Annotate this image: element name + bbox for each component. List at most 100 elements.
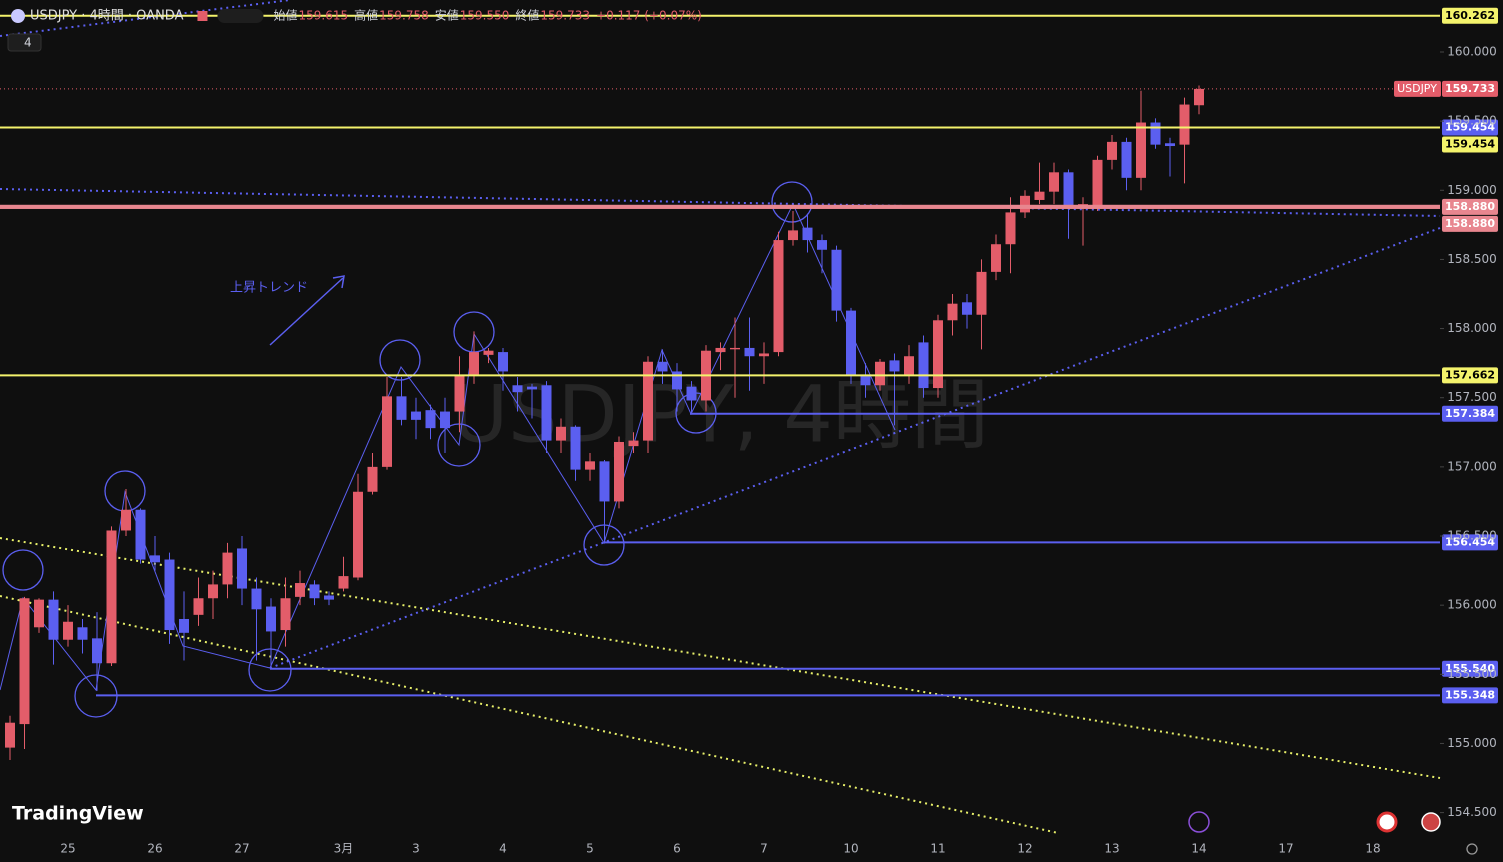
candle-body [570, 426, 581, 470]
candle-body [63, 621, 73, 640]
candle-body [121, 509, 131, 531]
candle-body [222, 552, 233, 585]
event-icon[interactable] [1376, 811, 1398, 833]
y-tick-label: 154.500 [1447, 805, 1497, 819]
candle-body [77, 627, 88, 640]
candle-body [440, 411, 450, 429]
candle-body [92, 638, 102, 664]
ohlc-label: 安値 [435, 8, 459, 23]
x-axis-strip [0, 835, 1503, 862]
candle-body [744, 347, 755, 357]
candle-body [324, 595, 334, 600]
candle-body [585, 461, 595, 470]
trend-lines [0, 0, 1441, 834]
pivot-circle [771, 181, 813, 223]
level-label-box [1442, 660, 1498, 677]
pivot-circle [248, 648, 292, 692]
level-label: 159.454 [1445, 138, 1495, 151]
candle-body [237, 548, 247, 589]
level-label: 157.384 [1445, 407, 1495, 420]
candle-body [179, 618, 189, 633]
candle-body [425, 410, 436, 429]
level-label-box [1442, 534, 1498, 551]
ohlc-label: 高値 [354, 8, 378, 23]
x-tick-label: 14 [1191, 842, 1206, 856]
level-label-box [1442, 405, 1498, 422]
candle-body [266, 606, 276, 632]
candle-body [1179, 104, 1190, 145]
level-label-box [1442, 119, 1498, 136]
candle-body [164, 559, 175, 631]
level-label-box [1442, 7, 1498, 24]
header: 4 USDJPY · 4時間 · OANDA 始値 159.615 高値 159.758… [7, 8, 702, 52]
candle-body [208, 584, 218, 599]
x-tick-label: 17 [1278, 842, 1293, 856]
candle-body [527, 386, 537, 390]
candle-body [889, 360, 900, 372]
y-tick-label: 159.500 [1447, 114, 1497, 128]
candle-body [918, 342, 929, 389]
candle-body [628, 440, 639, 447]
x-tick-label: 6 [673, 842, 681, 856]
candle-body [483, 350, 494, 355]
ohlc-label: 始値 [273, 8, 297, 23]
candle-body [338, 576, 349, 589]
candle-body [614, 441, 624, 502]
trend-line [269, 227, 1441, 669]
level-label: 159.454 [1445, 121, 1495, 134]
ohlc-label: 終値 [515, 8, 539, 23]
candle-body [860, 375, 871, 386]
candle-body [831, 249, 842, 311]
levels: USDJPY 159.733 160.262 159.454 159.454 158.88… [0, 7, 1498, 704]
candle-body [817, 240, 827, 250]
candle-body [788, 230, 798, 241]
level-label: 158.880 [1445, 200, 1495, 213]
y-tick-label: 155.000 [1447, 736, 1497, 750]
ohlc-value: 159.733 [540, 9, 590, 23]
x-tick-label: 26 [147, 842, 162, 856]
x-tick-label: 7 [760, 842, 768, 856]
y-tick-label: 157.500 [1447, 390, 1497, 404]
candle-body [599, 461, 610, 502]
last-price-box [1442, 80, 1498, 97]
candle-body [991, 244, 1001, 272]
symbol-title: USDJPY · 4時間 · OANDA [30, 9, 184, 24]
level-label-box [1442, 136, 1498, 153]
indicator-badge[interactable] [7, 33, 42, 52]
ohlc-value: 159.550 [460, 9, 510, 23]
candle-body [367, 466, 378, 492]
y-tick-label: 160.000 [1447, 44, 1497, 58]
candle-body [1049, 172, 1059, 192]
candle-body [1107, 141, 1117, 160]
candle-body [454, 375, 465, 412]
candle-body [396, 396, 407, 420]
y-tick-label: 156.000 [1447, 598, 1497, 612]
level-label-box [1442, 215, 1498, 232]
x-tick-label: 4 [499, 842, 507, 856]
y-tick-label: 158.500 [1447, 252, 1497, 266]
buy-sell-chip [217, 9, 264, 23]
candle-body [1165, 143, 1175, 147]
candle-body [19, 598, 30, 725]
candle-body [875, 361, 885, 386]
candle-body [1194, 88, 1204, 106]
candle-body [715, 347, 726, 353]
settings-icon[interactable] [1466, 843, 1478, 855]
candle-body [1020, 195, 1030, 213]
level-label-box [1442, 687, 1498, 704]
x-tick-label: 10 [843, 842, 858, 856]
candle-body [382, 396, 392, 467]
level-label: 156.454 [1445, 535, 1495, 548]
candle-body [498, 352, 508, 372]
candle-body [353, 491, 363, 578]
event-icon[interactable] [1421, 812, 1441, 832]
last-price-label: 159.733 [1445, 82, 1495, 95]
level-label: 155.348 [1445, 688, 1495, 701]
trend-line [0, 595, 1059, 834]
annotation: 上昇トレンド [230, 281, 308, 296]
event-icon[interactable] [1188, 811, 1210, 833]
trend-arrow [269, 277, 344, 346]
candle-body [933, 320, 943, 389]
candle-body [1121, 141, 1132, 178]
